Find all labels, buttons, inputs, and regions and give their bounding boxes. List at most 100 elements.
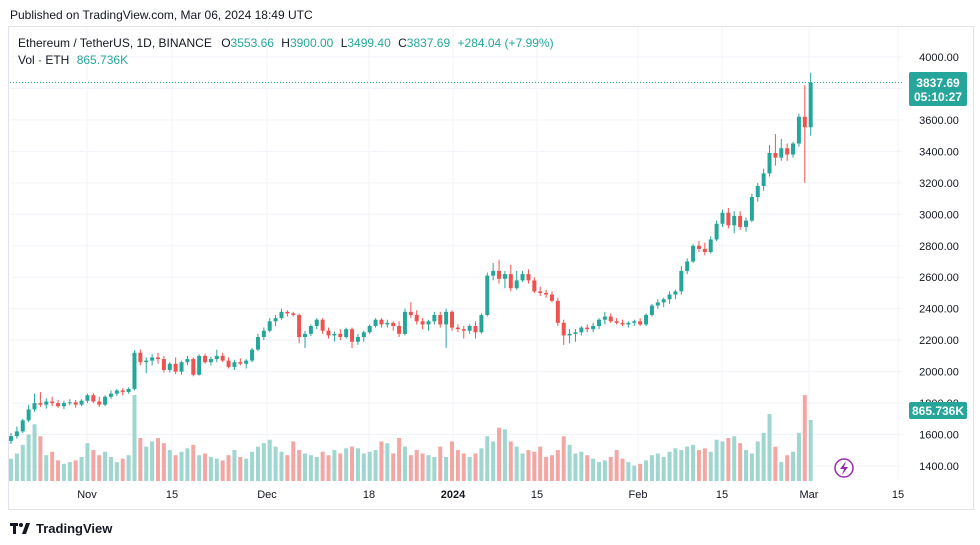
lightning-icon[interactable] xyxy=(834,458,854,478)
candle xyxy=(502,270,507,289)
candle-body xyxy=(344,329,349,338)
last-price-badge: 3837.69 05:10:27 xyxy=(909,72,967,106)
volume-bar xyxy=(61,463,66,481)
volume-bar xyxy=(91,450,96,481)
candle-body xyxy=(32,403,37,410)
volume-bar xyxy=(373,450,378,481)
footer-brand-label: TradingView xyxy=(36,520,113,536)
candle xyxy=(802,85,807,183)
candle-body xyxy=(367,325,372,333)
candle-body xyxy=(232,362,237,367)
candle xyxy=(479,313,484,334)
candle-body xyxy=(579,327,584,333)
candle xyxy=(226,357,231,369)
candle xyxy=(67,399,72,406)
volume-bar xyxy=(314,456,319,481)
candle xyxy=(561,319,566,345)
volume-bar xyxy=(38,436,43,481)
candle xyxy=(673,289,678,300)
volume-bar xyxy=(73,460,78,481)
volume-bar xyxy=(32,424,37,481)
candle-body xyxy=(91,395,96,402)
candle-body xyxy=(379,319,384,325)
candle xyxy=(767,145,772,177)
candle xyxy=(144,357,149,374)
candle xyxy=(167,362,172,373)
candle xyxy=(20,418,25,433)
candle xyxy=(579,325,584,336)
volume-bar xyxy=(402,446,407,481)
time-axis[interactable]: Nov 15 Dec 18 2024 15 Feb 15 Mar 15 xyxy=(77,489,904,501)
candle xyxy=(44,398,49,409)
candle xyxy=(267,318,272,333)
candle xyxy=(114,388,119,396)
chart-legend: Ethereum / TetherUS, 1D, BINANCE O3553.6… xyxy=(18,35,554,69)
volume-bar xyxy=(785,455,790,481)
volume-bar xyxy=(191,444,196,481)
price-tick-label: 2000.00 xyxy=(919,367,959,379)
volume-bar xyxy=(526,450,531,481)
candle-body xyxy=(120,390,125,393)
volume-bar xyxy=(103,451,108,481)
volume-bar xyxy=(738,443,743,481)
bar-countdown: 05:10:27 xyxy=(914,90,962,104)
candle-body xyxy=(802,116,807,128)
candle xyxy=(56,399,61,408)
candle-body xyxy=(179,362,184,372)
volume-bar xyxy=(214,458,219,481)
legend-symbol[interactable]: Ethereum / TetherUS, 1D, BINANCE xyxy=(18,36,212,50)
volume-bar xyxy=(649,455,654,481)
candle xyxy=(361,330,366,342)
candle-body xyxy=(479,314,484,333)
volume-bar xyxy=(655,453,660,481)
candle-body xyxy=(485,275,490,315)
candle xyxy=(620,319,625,326)
volume-bar xyxy=(238,456,243,481)
candle xyxy=(661,297,666,308)
candle-body xyxy=(638,321,643,325)
candle-body xyxy=(79,400,84,405)
volume-bar xyxy=(9,458,13,481)
candle-body xyxy=(720,212,725,224)
price-tick-label: 3200.00 xyxy=(919,178,959,190)
volume-bar xyxy=(132,395,137,481)
footer-brand[interactable]: TradingView xyxy=(10,518,112,538)
volume-bar xyxy=(226,455,231,481)
candle xyxy=(632,319,637,326)
candle xyxy=(179,360,184,375)
candle-body xyxy=(385,322,390,325)
candle xyxy=(414,310,419,325)
volume-bar xyxy=(567,444,572,481)
candle-body xyxy=(397,325,402,334)
candle-body xyxy=(338,333,343,338)
candle xyxy=(255,333,260,352)
candle xyxy=(273,314,278,326)
candle xyxy=(549,291,554,303)
candle-body xyxy=(26,409,31,421)
candle xyxy=(461,325,466,339)
volume-bar xyxy=(508,441,513,481)
candle-body xyxy=(502,274,507,279)
candle xyxy=(785,143,790,161)
candle-body xyxy=(191,359,196,375)
legend-volume-label[interactable]: Vol · ETH xyxy=(18,53,70,67)
candle xyxy=(432,311,437,325)
candle xyxy=(208,356,213,366)
volume-bar xyxy=(502,429,507,481)
volume-bar xyxy=(279,451,284,481)
candle xyxy=(108,390,113,400)
candle xyxy=(126,387,131,394)
volume-bar xyxy=(597,462,601,481)
volume-bar xyxy=(585,455,590,481)
candle xyxy=(791,141,796,158)
candle xyxy=(655,299,660,309)
candle-body xyxy=(132,352,137,389)
candle-body xyxy=(549,294,554,301)
candle xyxy=(685,258,690,275)
candle-body xyxy=(308,325,313,334)
candlestick-chart[interactable]: 1400.001600.001800.002000.002200.002400.… xyxy=(8,26,974,510)
candle xyxy=(385,319,390,328)
legend-open-label: O xyxy=(221,36,231,50)
candle xyxy=(573,329,578,342)
candle xyxy=(755,182,760,202)
